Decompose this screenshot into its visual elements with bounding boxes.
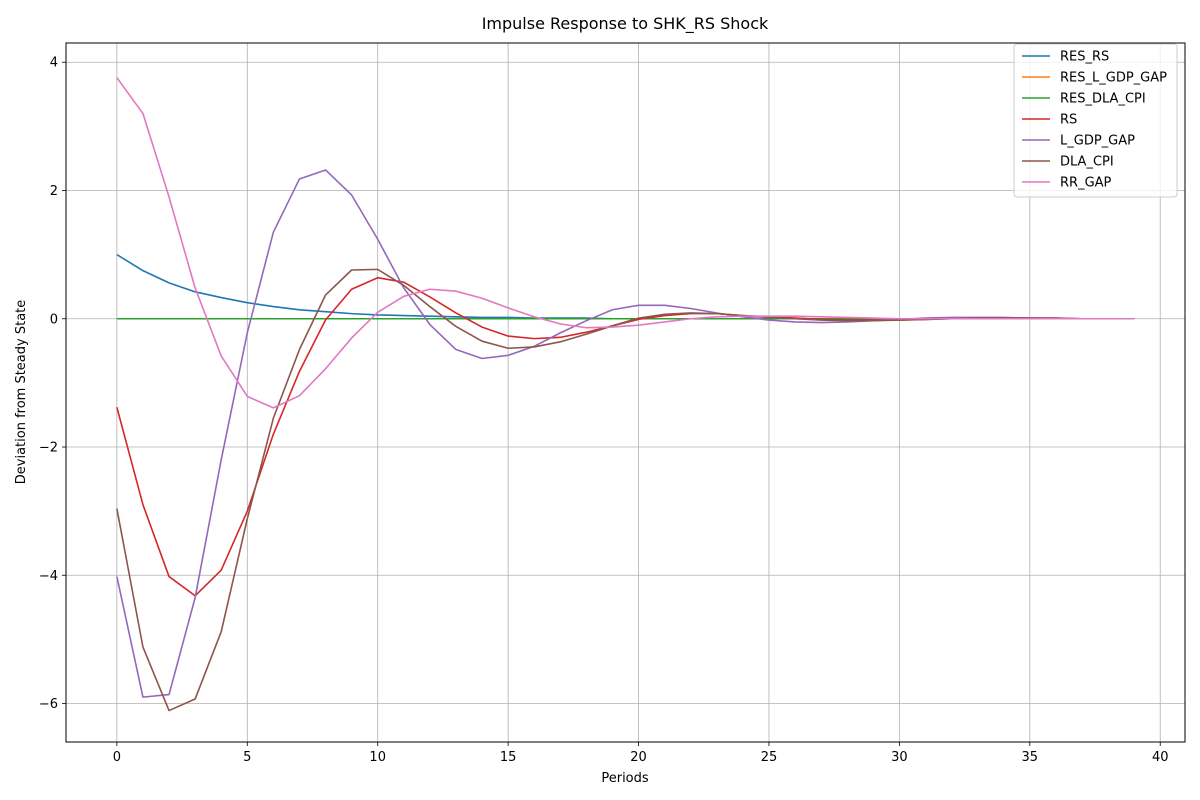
x-tick-label: 5 [243,750,251,765]
series-lines [116,77,1135,712]
y-tick-label: 4 [50,56,58,71]
legend-label-rr-gap: RR_GAP [1060,176,1112,191]
y-tick-label: −6 [39,697,58,712]
legend-label-dla-cpi: DLA_CPI [1060,155,1114,170]
legend-label-res-l-gdp-gap: RES_L_GDP_GAP [1060,71,1167,86]
series-line-l-gdp-gap [116,169,1135,698]
legend-label-l-gdp-gap: L_GDP_GAP [1060,134,1135,149]
x-tick-label: 0 [113,750,121,765]
x-tick-label: 35 [1022,750,1039,765]
y-tick-label: −4 [39,569,58,584]
axis-ticks: 0 5 10 15 20 25 30 35 40 −6 −4 −2 0 2 4 [39,56,1169,765]
y-tick-label: −2 [39,441,58,456]
plot-frame [65,42,1186,743]
legend: RES_RS RES_L_GDP_GAP RES_DLA_CPI RS L_GDP_GA… [1013,43,1178,198]
legend-label-res-rs: RES_RS [1060,50,1109,65]
x-tick-label: 30 [891,750,908,765]
series-line-rr-gap [116,77,1135,409]
x-tick-label: 20 [630,750,647,765]
x-tick-label: 10 [369,750,386,765]
y-axis-label: Deviation from Steady State [14,300,29,485]
chart-title: Impulse Response to SHK_RS Shock [482,14,769,34]
x-tick-label: 25 [761,750,778,765]
x-tick-label: 40 [1152,750,1169,765]
legend-box [1013,43,1178,198]
legend-label-res-dla-cpi: RES_DLA_CPI [1060,92,1146,107]
y-tick-label: 2 [50,184,58,199]
x-axis-label: Periods [601,771,649,786]
x-tick-label: 15 [500,750,517,765]
y-tick-label: 0 [50,312,58,327]
legend-label-rs: RS [1060,113,1077,128]
